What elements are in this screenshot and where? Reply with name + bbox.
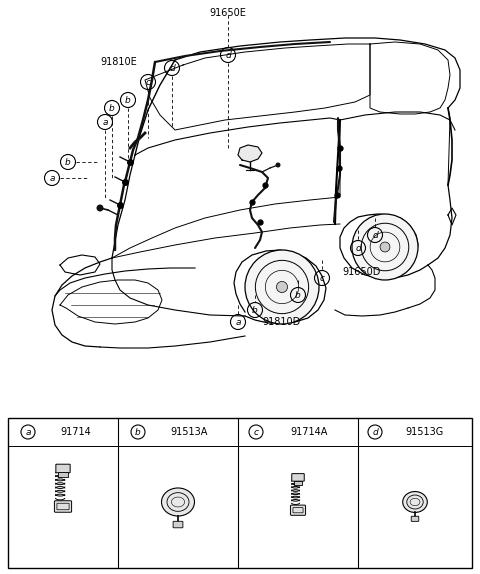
Text: a: a [25,428,31,437]
FancyBboxPatch shape [58,472,68,477]
Text: d: d [169,64,175,73]
Ellipse shape [403,491,427,513]
FancyBboxPatch shape [292,474,304,481]
Text: 91650D: 91650D [342,267,380,277]
Circle shape [380,242,390,252]
Bar [8,418,472,568]
Text: 91650E: 91650E [210,8,246,18]
Text: 91810E: 91810E [100,57,137,67]
FancyBboxPatch shape [411,516,419,521]
Text: b: b [295,291,301,300]
Text: c: c [145,78,151,87]
Text: d: d [372,428,378,437]
Text: a: a [49,174,55,183]
FancyBboxPatch shape [294,480,302,485]
Text: b: b [135,428,141,437]
Text: 91513G: 91513G [405,427,443,437]
Text: d: d [225,51,231,60]
FancyBboxPatch shape [54,501,72,512]
FancyBboxPatch shape [290,505,306,515]
Ellipse shape [161,488,194,516]
Circle shape [276,281,288,293]
Text: 91513A: 91513A [170,427,207,437]
Text: b: b [65,158,71,167]
Circle shape [276,162,280,168]
Text: c: c [253,428,259,437]
Text: 91714: 91714 [60,427,91,437]
Text: 91810D: 91810D [262,317,300,327]
Text: 91714A: 91714A [290,427,327,437]
Text: b: b [109,104,115,113]
Text: d: d [372,231,378,240]
Text: b: b [252,306,258,315]
Text: a: a [102,118,108,127]
FancyBboxPatch shape [173,521,183,528]
Text: d: d [355,244,361,253]
Circle shape [245,250,319,324]
Text: c: c [320,274,324,283]
Text: a: a [235,318,241,327]
Polygon shape [238,145,262,162]
Circle shape [352,214,418,280]
Text: b: b [125,96,131,105]
FancyBboxPatch shape [56,464,70,473]
Circle shape [96,204,104,211]
